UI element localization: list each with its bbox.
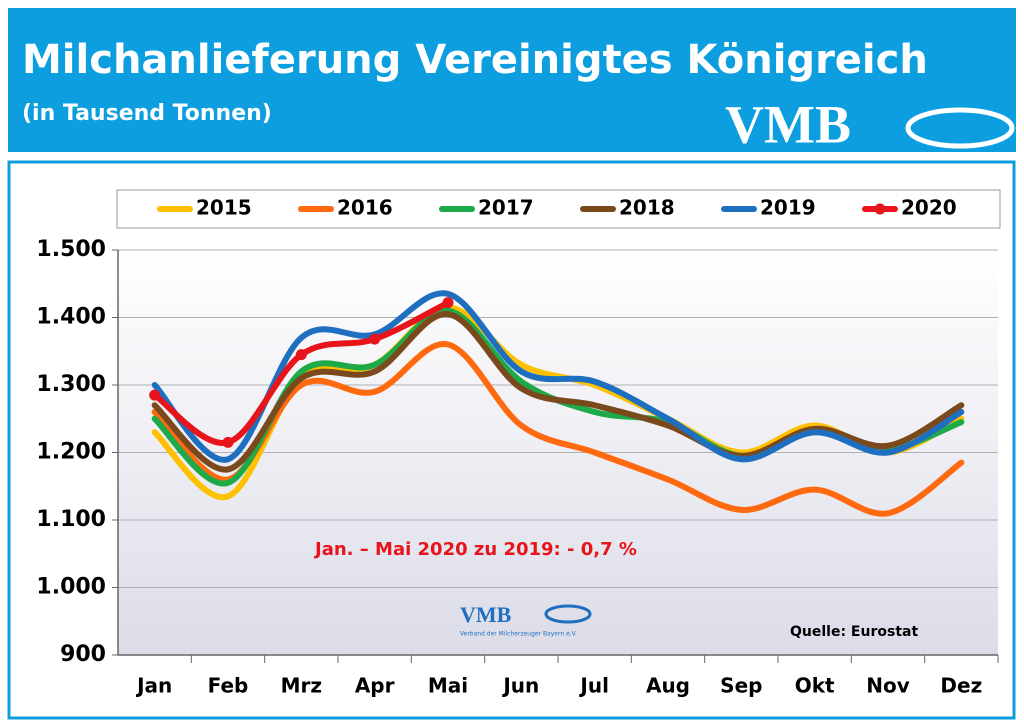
source: Quelle: Eurostat bbox=[790, 624, 918, 640]
legend-label: 2016 bbox=[337, 196, 393, 220]
series-marker bbox=[149, 389, 161, 401]
series-marker bbox=[369, 333, 381, 345]
y-tick-label: 900 bbox=[60, 642, 106, 667]
legend-label: 2017 bbox=[478, 196, 534, 220]
logo: VMB bbox=[725, 94, 851, 154]
chart-title: Milchanlieferung Vereinigtes Königreich bbox=[22, 37, 928, 83]
x-tick-label: Aug bbox=[646, 674, 690, 698]
x-tick-label: Nov bbox=[866, 674, 910, 698]
legend-label: 2015 bbox=[196, 196, 252, 220]
series-marker bbox=[442, 297, 454, 309]
series-marker bbox=[295, 349, 307, 361]
x-tick-label: Dez bbox=[940, 674, 982, 698]
y-tick-label: 1.500 bbox=[36, 237, 106, 262]
legend-label: 2018 bbox=[619, 196, 675, 220]
x-tick-label: Mai bbox=[428, 674, 468, 698]
x-tick-label: Jan bbox=[135, 674, 172, 698]
x-tick-label: Feb bbox=[208, 674, 249, 698]
header-band bbox=[8, 8, 1016, 152]
y-tick-label: 1.100 bbox=[36, 507, 106, 532]
x-tick-label: Apr bbox=[355, 674, 395, 698]
y-tick-label: 1.300 bbox=[36, 372, 106, 397]
y-tick-label: 1.000 bbox=[36, 575, 106, 600]
x-tick-label: Jun bbox=[501, 674, 539, 698]
x-tick-label: Jul bbox=[578, 674, 609, 698]
series-line bbox=[151, 311, 965, 473]
legend-box bbox=[116, 189, 1001, 229]
series-marker bbox=[222, 436, 234, 448]
plot-layer: 900 1.000 1.100 1.200 1.300 1.400 1.500 Jan Feb M… bbox=[36, 196, 999, 698]
legend-marker bbox=[874, 203, 886, 215]
legend-label: 2019 bbox=[760, 196, 816, 220]
small-logo-caption: Verband der Milcherzeuger Bayern e.V. bbox=[460, 631, 577, 638]
annotation: Jan. – Mai 2020 zu 2019: - 0,7 % bbox=[313, 539, 637, 560]
y-tick-label: 1.400 bbox=[36, 305, 106, 330]
chart-subtitle: (in Tausend Tonnen) bbox=[22, 101, 272, 126]
y-tick-label: 1.200 bbox=[36, 440, 106, 465]
x-tick-label: Okt bbox=[795, 674, 835, 698]
series-line bbox=[151, 341, 965, 517]
legend-label: 2020 bbox=[901, 196, 957, 220]
small-logo-swirl bbox=[544, 604, 592, 624]
x-tick-label: Mrz bbox=[281, 674, 322, 698]
small-logo: VMB bbox=[460, 602, 512, 627]
logo-swirl bbox=[905, 107, 1015, 149]
x-tick-label: Sep bbox=[720, 674, 762, 698]
